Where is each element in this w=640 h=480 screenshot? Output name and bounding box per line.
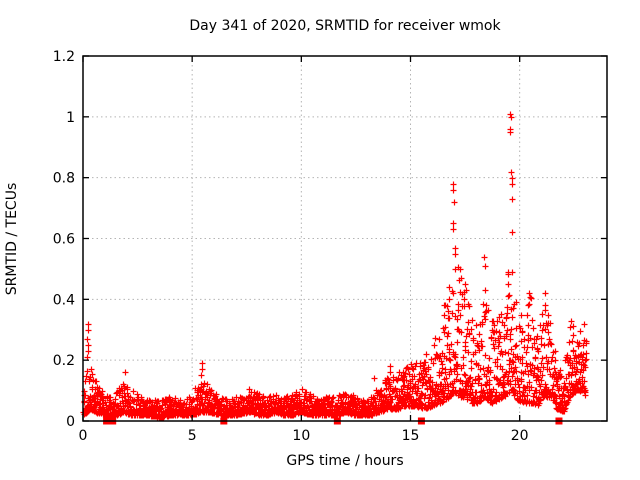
x-tick-label: 5 (188, 428, 197, 444)
x-tick-label: 15 (402, 428, 420, 444)
scatter-points (80, 111, 590, 422)
x-tick-label: 10 (292, 428, 310, 444)
x-axis-title: GPS time / hours (286, 453, 404, 469)
y-tick-label: 0 (66, 414, 75, 430)
y-tick-label: 0.4 (53, 292, 75, 308)
x-tick-label: 0 (79, 428, 88, 444)
y-tick-label: 0.2 (53, 353, 75, 369)
y-tick-label: 0.8 (53, 171, 75, 187)
chart-title: Day 341 of 2020, SRMTID for receiver wmo… (189, 18, 501, 34)
y-tick-label: 1 (66, 110, 75, 126)
y-tick-label: 0.6 (53, 232, 75, 248)
x-tick-label: 20 (511, 428, 529, 444)
y-tick-label: 1.2 (53, 49, 75, 65)
